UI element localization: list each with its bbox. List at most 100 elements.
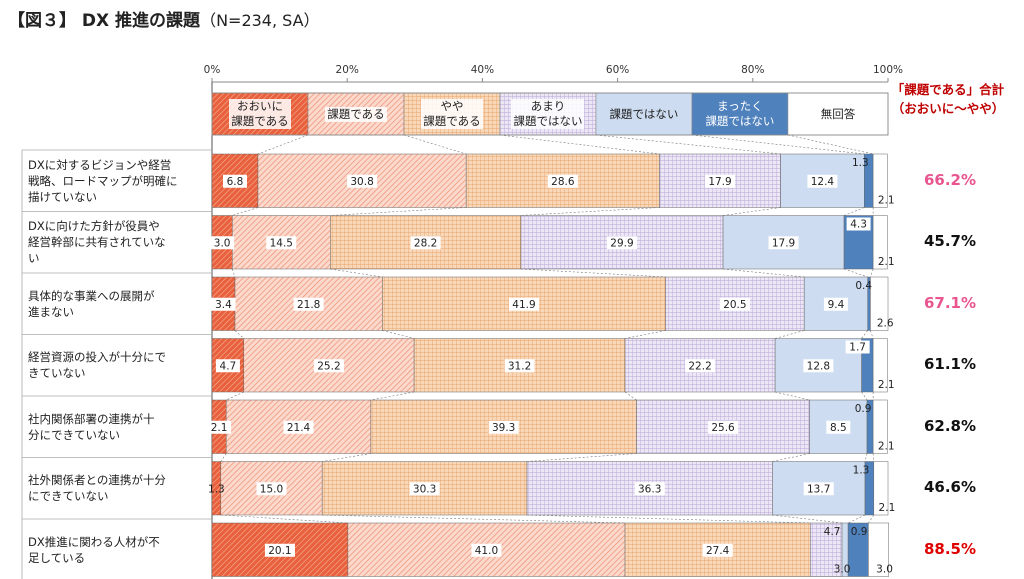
total-value: 61.1%: [923, 355, 977, 374]
data-label-bg: [719, 297, 750, 311]
x-tick-label: 100%: [873, 64, 903, 76]
data-label-bg: [606, 236, 637, 250]
data-label: 3.0: [876, 564, 893, 576]
category-label-line: 経営幹部に共有されていな: [28, 235, 166, 250]
legend-label-line: 課題である: [423, 114, 481, 128]
data-label: 9.4: [828, 299, 845, 311]
data-label: 2.1: [879, 502, 896, 514]
legend-label: まったく 課題ではない: [692, 93, 788, 135]
data-label: 3.4: [215, 299, 232, 311]
series-connector: [520, 268, 666, 278]
bar-segment: [872, 399, 888, 454]
series-connector: [870, 268, 874, 278]
series-connector: [624, 330, 666, 339]
data-label-bg: [264, 543, 295, 557]
data-label: 41.0: [475, 545, 498, 557]
data-label: 21.8: [297, 299, 320, 311]
data-label: 12.8: [807, 360, 830, 372]
legend-label-line: 課題ではない: [609, 106, 679, 121]
data-label-bg: [845, 340, 870, 354]
data-label-bg: [547, 174, 578, 188]
bar-segment: [868, 522, 889, 577]
x-tick-label: 60%: [606, 64, 629, 76]
series-connector: [257, 134, 309, 155]
data-label: 36.3: [638, 483, 661, 495]
total-header-line2: （おおいに～やや）: [891, 101, 1005, 116]
data-label-bg: [488, 420, 519, 434]
series-connector: [868, 514, 875, 524]
legend-label: 課題である: [308, 93, 404, 135]
series-connector: [772, 514, 843, 524]
legend-label: 無回答: [788, 93, 888, 135]
data-label: 41.9: [512, 299, 535, 311]
connector-layer: [220, 134, 875, 524]
legend-label: おおいに 課題である: [212, 93, 308, 135]
data-label: 12.4: [811, 176, 835, 188]
data-label: 4.7: [824, 526, 841, 538]
data-label-bg: [826, 420, 851, 434]
data-label: 14.5: [270, 237, 293, 249]
x-tick-label: 80%: [741, 64, 764, 76]
data-label: 3.0: [834, 564, 851, 576]
data-label: 20.5: [723, 299, 746, 311]
data-label: 2.1: [878, 256, 895, 268]
data-label: 8.5: [830, 422, 847, 434]
legend-label-line: やや: [440, 99, 464, 113]
data-label: 4.3: [850, 219, 867, 231]
series-connector: [847, 514, 866, 524]
series-connector: [864, 453, 868, 462]
series-connector: [872, 453, 875, 462]
data-label: 0.4: [855, 280, 872, 292]
series-connector: [370, 391, 415, 401]
legend-frame: [211, 92, 889, 136]
data-label: 2.1: [878, 379, 895, 391]
legend-label-text: あまり 課題ではない: [511, 99, 585, 129]
bar-segment: [872, 338, 888, 393]
x-tick-label: 20%: [336, 64, 359, 76]
series-connector: [723, 207, 781, 216]
legend-label: あまり 課題ではない: [500, 93, 596, 135]
category-label: 具体的な事業への展開が 進まない: [28, 288, 204, 320]
series-connector: [861, 330, 868, 339]
series-connector: [624, 391, 637, 401]
data-label: 2.1: [878, 441, 895, 453]
legend-label-line: おおいに: [236, 99, 283, 113]
bar-segment: [872, 153, 888, 208]
data-label: 30.3: [413, 483, 436, 495]
title-sub: （N=234, SA）: [200, 11, 320, 30]
series-connector: [403, 134, 467, 155]
series-connector: [527, 514, 811, 524]
data-label: 1.3: [208, 483, 225, 495]
data-label: 28.6: [551, 176, 575, 188]
legend-label-text: 無回答: [819, 107, 858, 122]
series-connector: [226, 391, 244, 401]
series-connector: [861, 391, 868, 401]
data-label: 31.2: [508, 360, 531, 372]
series-connector: [723, 268, 805, 278]
data-label-bg: [409, 482, 440, 496]
bar-segment: [810, 522, 843, 577]
axis-layer: 0% 20% 40% 60% 80% 100%: [21, 64, 903, 579]
total-value: 45.7%: [923, 232, 977, 251]
data-label-bg: [768, 236, 799, 250]
data-label-bg: [634, 482, 665, 496]
legend-swatch: [691, 92, 789, 136]
data-label: 17.9: [772, 237, 795, 249]
category-label-line: 分にできていない: [28, 427, 120, 442]
data-label-bg: [504, 359, 535, 373]
data-label-bg: [846, 217, 871, 231]
legend-label-text: やや 課題である: [421, 99, 483, 129]
series-connector: [772, 453, 810, 462]
legend-label-line: 課題である: [327, 106, 385, 121]
series-connector: [595, 134, 781, 155]
series-connector: [220, 453, 227, 462]
series-connector: [322, 514, 626, 524]
data-label-bg: [708, 420, 739, 434]
series-connector: [787, 134, 874, 155]
data-label-bg: [215, 359, 240, 373]
data-label: 29.9: [610, 237, 633, 249]
data-label: 0.9: [855, 403, 872, 415]
legend-label-line: 課題ではない: [513, 114, 583, 128]
data-label: 30.8: [350, 176, 373, 188]
